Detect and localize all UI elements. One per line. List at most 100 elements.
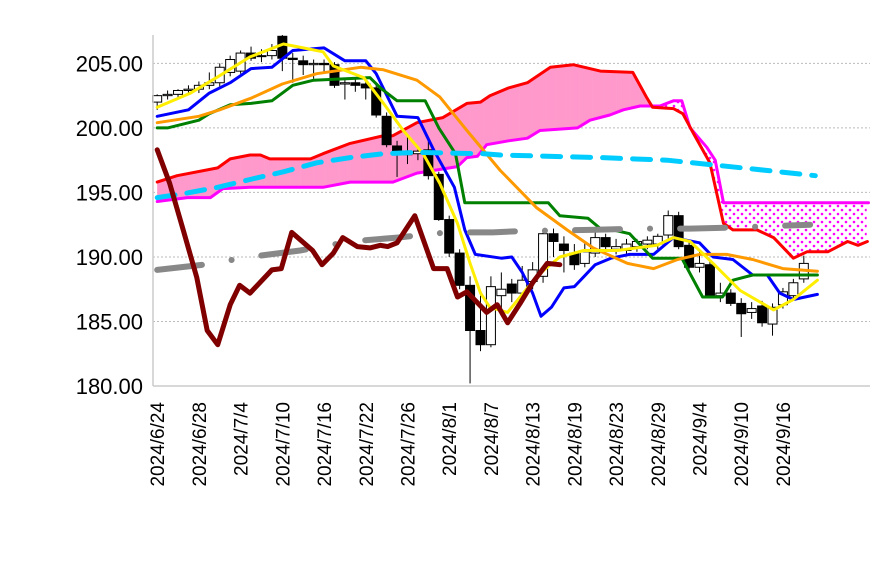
cloud-bullish-segment xyxy=(629,72,633,109)
cloud-bullish-segment xyxy=(347,143,351,183)
cloud-bearish-segment xyxy=(863,202,867,243)
candle xyxy=(506,278,517,303)
moving-average-yellow-line xyxy=(155,42,819,314)
cloud-bullish-segment xyxy=(618,71,622,112)
candle-body xyxy=(287,57,298,61)
cloud-bullish-segment xyxy=(376,136,380,183)
candle xyxy=(319,59,330,73)
cloud-bearish-segment xyxy=(837,202,841,247)
cloud-bearish-segment xyxy=(816,202,820,252)
y-tick-label: 180.00 xyxy=(76,374,143,399)
cloud-bearish-segment xyxy=(777,202,781,245)
cloud-bullish-segment xyxy=(295,158,299,188)
cloud-bullish-segment xyxy=(368,138,372,183)
x-tick-label: 2024/7/26 xyxy=(398,402,419,487)
cloud-bullish-segment xyxy=(597,70,601,119)
candle-body xyxy=(256,55,267,58)
cloud-bearish-segment xyxy=(801,202,805,255)
gridlines xyxy=(153,62,870,322)
cloud-bullish-segment xyxy=(592,69,596,120)
cloud-bearish-segment xyxy=(858,202,862,246)
cloud-bearish-segment xyxy=(762,202,765,234)
cloud-bearish-segment xyxy=(741,202,745,230)
cloud-bullish-segment xyxy=(548,67,552,130)
cloud-bullish-segment xyxy=(198,170,202,198)
cloud-bullish-segment xyxy=(357,140,361,183)
y-tick-label: 185.00 xyxy=(76,309,143,334)
cloud-bullish-segment xyxy=(214,168,218,195)
candle-body xyxy=(788,282,799,297)
cloud-bullish-segment xyxy=(532,77,536,136)
cloud-bullish-segment xyxy=(595,69,599,119)
cloud-bullish-segment xyxy=(381,135,385,183)
candle xyxy=(277,35,288,72)
cloud-bullish-segment xyxy=(350,142,354,183)
cloud-bullish-segment xyxy=(201,170,205,198)
cloud-bullish-segment xyxy=(227,158,231,189)
cloud-bullish-segment xyxy=(389,135,393,183)
x-tick-label: 2024/7/4 xyxy=(232,402,253,476)
cloud-bearish-segment xyxy=(853,202,857,245)
cloud-bearish-segment xyxy=(725,202,729,227)
cloud-bearish-segment xyxy=(811,202,815,252)
cloud-bearish-segment xyxy=(769,202,773,238)
cloud-bullish-segment xyxy=(467,103,471,158)
candle-body xyxy=(329,64,340,86)
candle-body xyxy=(319,62,330,66)
x-tick-label: 2024/7/22 xyxy=(357,402,378,487)
candle xyxy=(381,112,392,148)
cloud-bearish-segment xyxy=(788,202,792,256)
candle-body xyxy=(600,237,611,248)
candle-body xyxy=(485,286,496,346)
cloud-bullish-segment xyxy=(378,136,382,183)
cloud-bullish-segment xyxy=(561,65,565,130)
candle-body xyxy=(694,262,705,268)
cloud-bullish-segment xyxy=(264,156,267,188)
cloud-bullish-segment xyxy=(623,72,627,110)
cloud-bullish-segment xyxy=(527,80,531,139)
leading-span-b-line xyxy=(155,99,870,205)
cloud-bullish-segment xyxy=(459,106,463,165)
x-tick-label: 2024/6/24 xyxy=(148,402,169,487)
cloud-bearish-segment xyxy=(832,202,836,250)
cloud-bullish-segment xyxy=(451,110,455,168)
candle xyxy=(339,77,350,100)
candle xyxy=(715,282,726,303)
cloud-bullish-segment xyxy=(540,72,544,131)
cloud-bullish-segment xyxy=(524,82,528,139)
cloud-bullish-segment xyxy=(543,70,546,131)
candle-body xyxy=(350,82,361,86)
cloud-bearish-segment xyxy=(848,202,852,243)
cloud-bearish-segment xyxy=(803,202,807,254)
x-tick-label: 2024/8/1 xyxy=(440,402,461,476)
cloud-bearish-segment xyxy=(736,202,739,230)
cloud-bullish-segment xyxy=(566,65,570,129)
cloud-bullish-segment xyxy=(222,162,226,189)
cloud-bullish-segment xyxy=(433,118,437,171)
candle xyxy=(548,228,559,257)
cloud-bullish-segment xyxy=(300,158,304,188)
candle-body xyxy=(757,305,768,324)
cloud-bearish-segment xyxy=(829,202,833,251)
candle xyxy=(788,278,799,300)
y-tick-label: 190.00 xyxy=(76,245,143,270)
cloud-bullish-segment xyxy=(576,65,580,128)
candle xyxy=(621,238,632,255)
moving-average-orange-line xyxy=(155,65,819,273)
cloud-bearish-segment xyxy=(824,202,828,252)
cloud-bullish-segment xyxy=(634,75,638,108)
candle xyxy=(736,298,747,337)
cloud-bearish-segment xyxy=(738,202,742,230)
cloud-bullish-segment xyxy=(506,87,510,142)
candle-body xyxy=(183,88,194,91)
cloud-bullish-segment xyxy=(503,88,507,142)
candle xyxy=(444,215,455,257)
cloud-bullish-segment xyxy=(297,158,301,188)
cloud-bearish-segment xyxy=(814,202,818,252)
cloud-bullish-segment xyxy=(462,104,466,163)
cloud-bullish-segment xyxy=(318,154,322,188)
cloud-bullish-segment xyxy=(370,137,374,183)
cloud-bullish-segment xyxy=(287,158,291,188)
cloud-bearish-segment xyxy=(795,202,799,258)
cloud-bullish-segment xyxy=(584,67,588,124)
